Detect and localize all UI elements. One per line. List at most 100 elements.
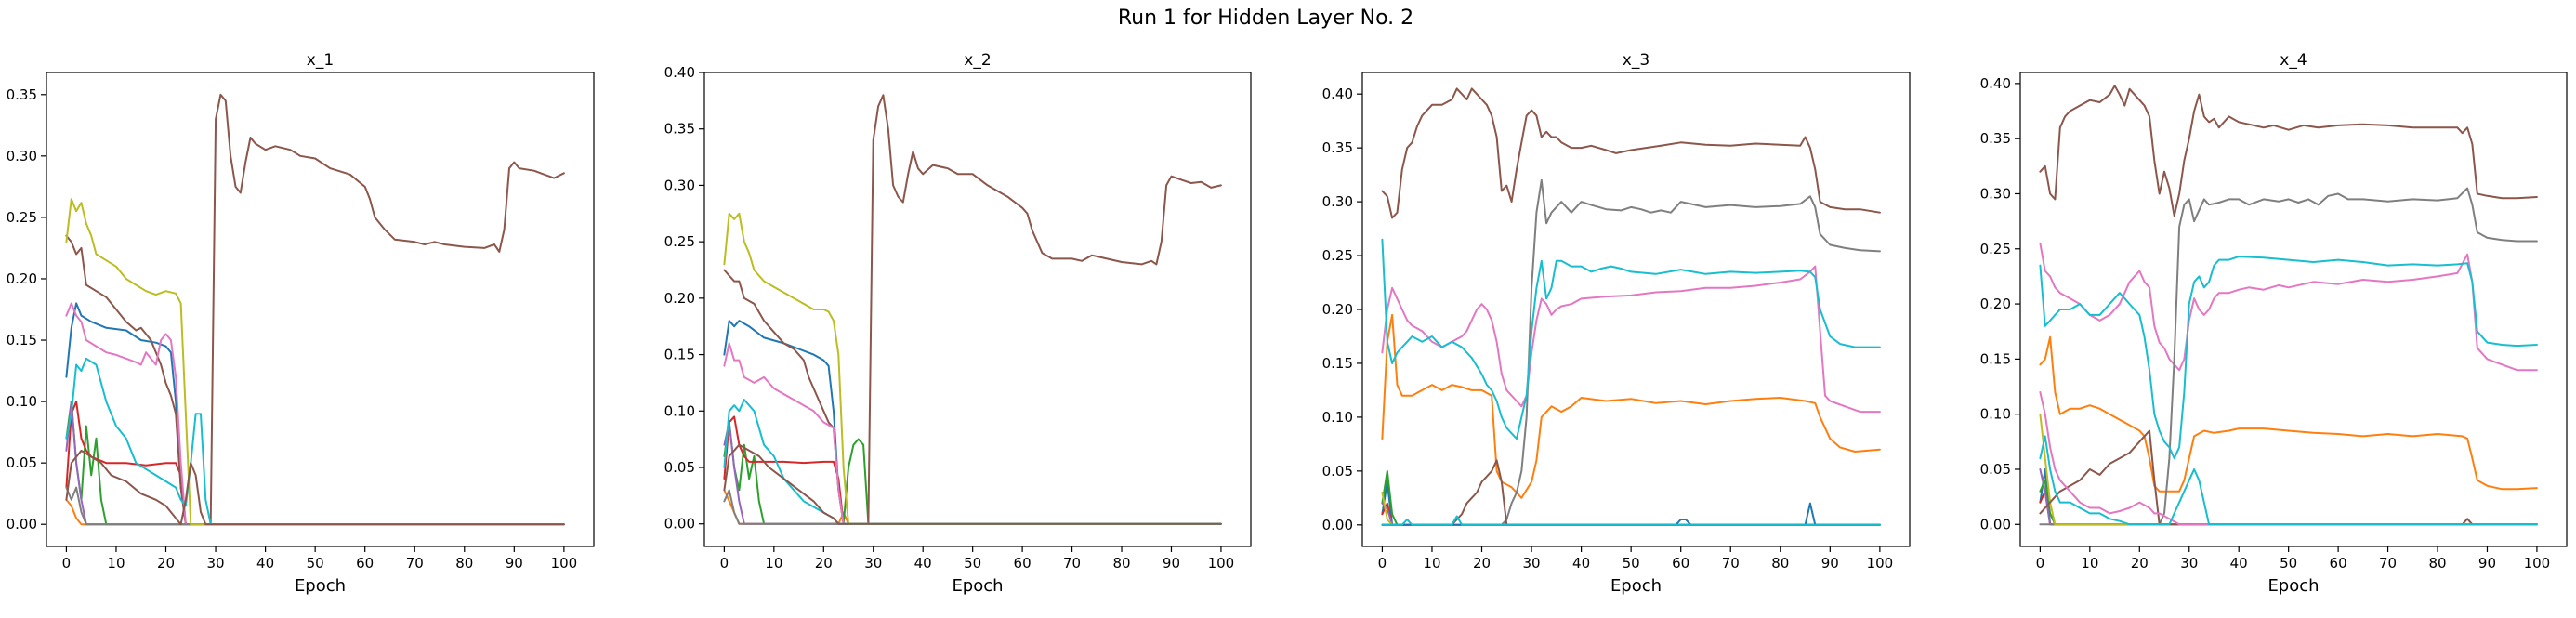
y-tick-label: 0.35 — [7, 86, 37, 103]
series-line-2 — [65, 498, 565, 526]
y-tick-label: 0.15 — [664, 347, 695, 363]
series-line-10 — [65, 357, 565, 526]
subplot-x_2: 0 10 20 30 40 50 60 70 80 90 100 0.00 0.05 0.10 0.15 0.… — [664, 51, 1252, 596]
series-line-10 — [2039, 256, 2538, 460]
subplot-x_4: 0 10 20 30 40 50 60 70 80 90 100 0.00 0.05 0.10 0.15 0.… — [1980, 51, 2568, 596]
subplot-title: x_2 — [964, 51, 991, 70]
y-tick-label: 0.10 — [664, 402, 695, 419]
axes-frame — [1361, 72, 1911, 547]
series-line-8 — [2039, 187, 2538, 526]
x-axis-label: Epoch — [952, 576, 1003, 596]
series-line-6 — [1381, 87, 1881, 219]
x-tick-label: 40 — [2230, 555, 2248, 572]
x-tick-label: 100 — [1867, 555, 1894, 572]
series-line-3 — [723, 421, 1222, 525]
y-tick-label: 0.00 — [1322, 517, 1353, 533]
x-tick-label: 10 — [107, 555, 125, 572]
x-tick-label: 80 — [1112, 555, 1130, 572]
x-axis-label: Epoch — [2267, 576, 2319, 596]
y-tick-label: 0.10 — [7, 393, 37, 410]
x-tick-label: 50 — [307, 555, 324, 572]
y-tick-label: 0.30 — [1322, 193, 1353, 210]
axes-frame — [2019, 72, 2568, 547]
x-tick-label: 0 — [2036, 555, 2045, 572]
series-line-11 — [2039, 429, 2538, 526]
y-tick-label: 0.10 — [1980, 406, 2011, 423]
y-tick-label: 0.15 — [1980, 350, 2011, 367]
y-tick-label: 0.20 — [1322, 301, 1353, 318]
x-tick-label: 10 — [765, 555, 782, 572]
x-tick-label: 50 — [1623, 555, 1640, 572]
x-tick-label: 70 — [1722, 555, 1740, 572]
series-group — [723, 94, 1222, 525]
y-tick-label: 0.35 — [664, 121, 695, 138]
series-line-5 — [2039, 468, 2538, 526]
x-tick-label: 60 — [2330, 555, 2347, 572]
series-line-3 — [2039, 479, 2538, 526]
y-tick-label: 0.25 — [1322, 247, 1353, 264]
series-line-7 — [723, 342, 1222, 525]
subplot-title: x_4 — [2280, 51, 2307, 70]
series-line-11 — [65, 449, 565, 526]
series-line-6 — [2039, 85, 2538, 217]
x-tick-label: 100 — [551, 555, 578, 572]
x-tick-label: 90 — [1821, 555, 1839, 572]
series-line-2 — [1381, 313, 1881, 499]
y-tick-label: 0.10 — [1322, 409, 1353, 426]
x-tick-label: 60 — [356, 555, 374, 572]
y-tick-label: 0.25 — [664, 233, 695, 250]
x-tick-label: 90 — [506, 555, 523, 572]
x-tick-label: 60 — [1014, 555, 1032, 572]
x-tick-label: 100 — [1208, 555, 1235, 572]
y-tick-label: 0.20 — [7, 270, 37, 287]
y-tick-label: 0.15 — [1322, 355, 1353, 372]
subplot-title: x_1 — [307, 51, 334, 70]
series-line-12 — [1381, 502, 1881, 526]
y-tick-label: 0.15 — [7, 332, 37, 348]
subplot-x_1: 0 10 20 30 40 50 60 70 80 90 100 0.00 0.05 0.10 0.15 0.… — [7, 51, 595, 596]
series-line-8 — [65, 486, 565, 526]
axes-frame — [703, 72, 1252, 547]
axes-frame — [46, 72, 595, 547]
series-line-4 — [65, 401, 565, 526]
x-tick-label: 70 — [1063, 555, 1081, 572]
y-tick-label: 0.05 — [1980, 461, 2011, 478]
series-line-11 — [1381, 459, 1881, 526]
series-line-1 — [65, 302, 565, 526]
x-tick-label: 30 — [1523, 555, 1541, 572]
y-tick-label: 0.20 — [664, 290, 695, 307]
x-tick-label: 20 — [157, 555, 175, 572]
series-line-8 — [1381, 178, 1881, 526]
series-line-12 — [2039, 391, 2538, 526]
y-tick-label: 0.35 — [1980, 130, 2011, 147]
x-tick-label: 20 — [815, 555, 833, 572]
x-tick-label: 80 — [2428, 555, 2446, 572]
series-line-13 — [2039, 435, 2538, 526]
series-group — [2039, 85, 2538, 526]
series-line-7 — [65, 302, 565, 526]
x-tick-label: 50 — [964, 555, 981, 572]
y-tick-label: 0.00 — [664, 516, 695, 533]
x-tick-label: 30 — [2180, 555, 2198, 572]
x-tick-label: 0 — [1378, 555, 1387, 572]
series-group — [65, 93, 565, 526]
series-line-4 — [723, 415, 1222, 525]
y-tick-label: 0.25 — [7, 209, 37, 226]
x-tick-label: 40 — [914, 555, 932, 572]
y-tick-label: 0.05 — [664, 459, 695, 476]
x-tick-label: 20 — [1473, 555, 1491, 572]
y-tick-label: 0.00 — [1980, 516, 2011, 533]
y-tick-label: 0.05 — [7, 454, 37, 471]
series-line-6 — [65, 93, 565, 526]
y-tick-label: 0.30 — [7, 148, 37, 164]
x-tick-label: 80 — [455, 555, 473, 572]
series-line-1 — [723, 320, 1222, 525]
x-axis-label: Epoch — [295, 576, 346, 596]
subplot-x_3: 0 10 20 30 40 50 60 70 80 90 100 0.00 0.05 0.10 0.15 0.… — [1322, 51, 1911, 596]
series-line-9 — [65, 198, 565, 526]
x-tick-label: 90 — [1163, 555, 1180, 572]
y-tick-label: 0.00 — [7, 516, 37, 533]
series-line-7 — [1381, 265, 1881, 414]
y-tick-label: 0.30 — [664, 177, 695, 193]
